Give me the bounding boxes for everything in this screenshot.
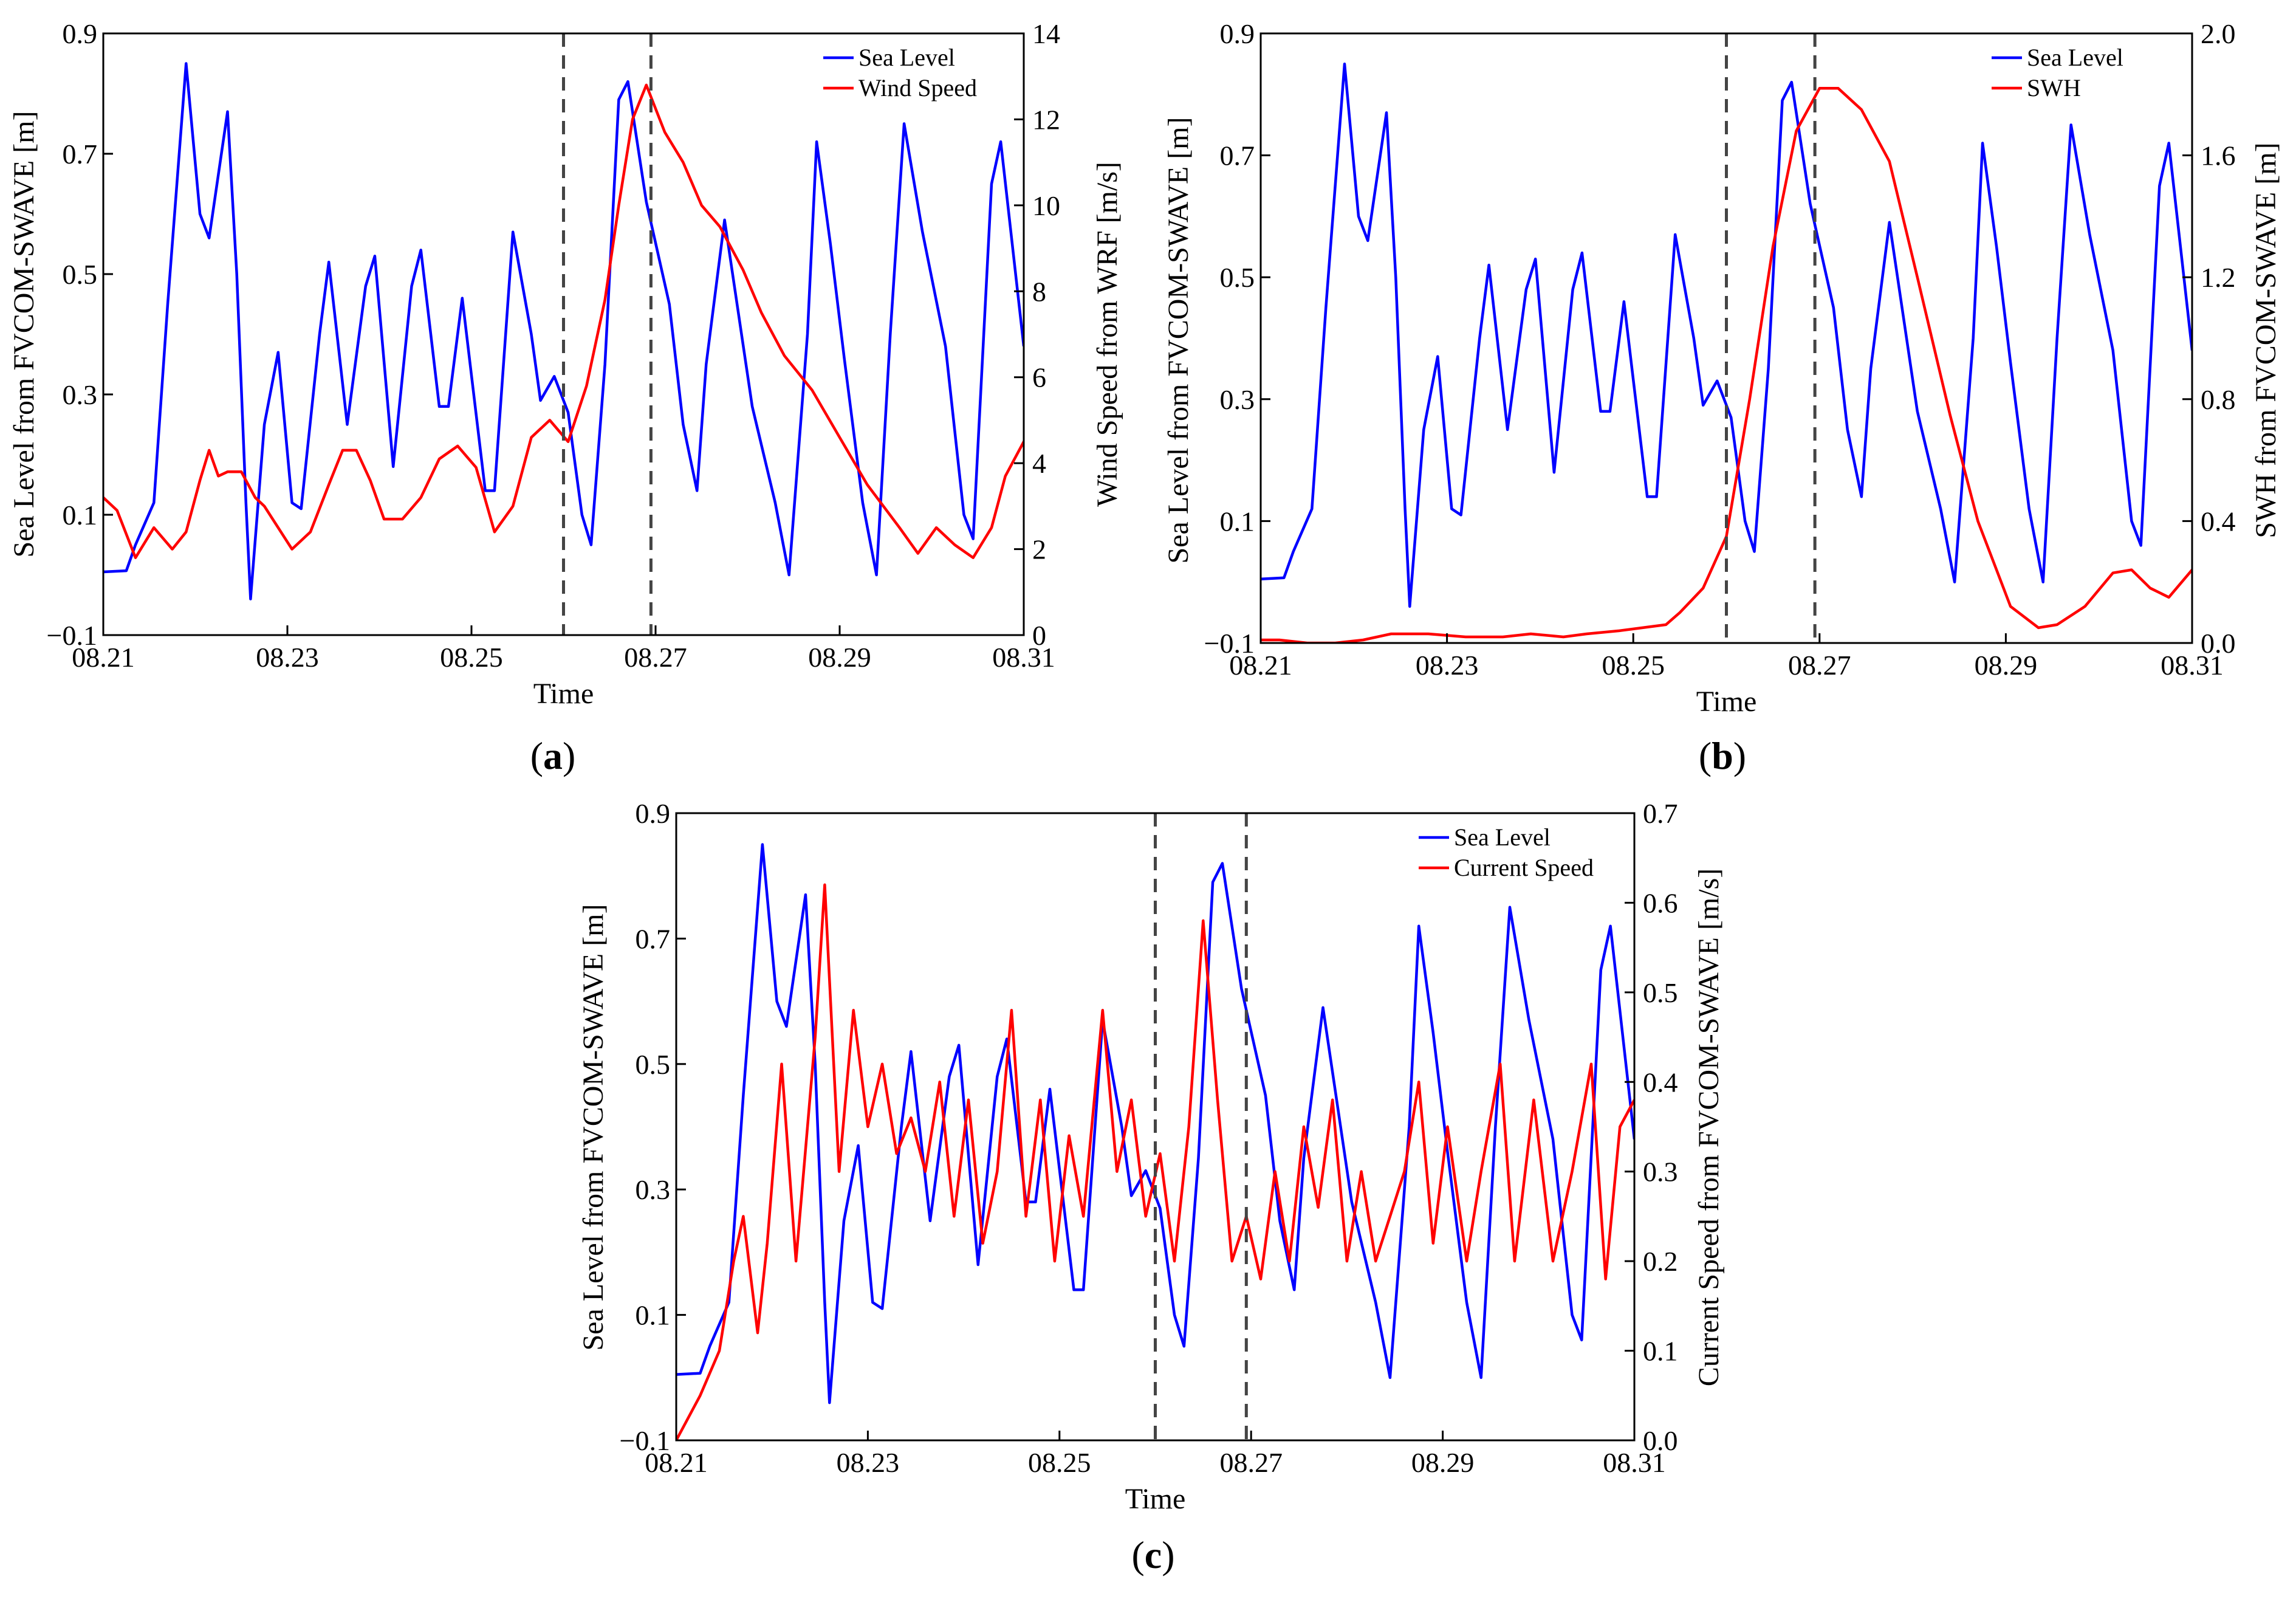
legend-label: Wind Speed: [858, 74, 977, 101]
y2-tick-label: 1.2: [2201, 262, 2236, 293]
y-tick-label: 0.3: [63, 379, 98, 410]
x-tick-label: 08.29: [1975, 650, 2038, 681]
series-line-sea-level: [103, 62, 1024, 600]
y2-tick-label: 0.6: [1643, 887, 1678, 918]
y2-tick-label: 2: [1032, 534, 1046, 565]
y-tick-label: 0.1: [1220, 506, 1255, 537]
y-tick-label: −0.1: [620, 1425, 670, 1456]
chart-panel-a: 08.21 08.23 08.25 08.27 08.29 08.31 0.9 0.7 0.5 0…: [8, 18, 1123, 777]
x-tick-label: 08.21: [645, 1447, 708, 1478]
y2-tick-label: 0.0: [2201, 628, 2236, 659]
x-tick-label: 08.29: [808, 642, 871, 673]
legend-label: Current Speed: [1454, 854, 1594, 881]
legend-label: SWH: [2027, 74, 2081, 101]
y-tick-label: 0.5: [63, 259, 98, 290]
y2-axis-label: Current Speed from FVCOM-SWAVE [m/s]: [1693, 868, 1725, 1386]
chart-panel-b: 08.21 08.23 08.25 08.27 08.29 08.31 0.9 0.7 0.5 0…: [1162, 18, 2282, 777]
series-line-sea-level: [1261, 62, 2192, 608]
x-tick-label: 08.27: [1219, 1447, 1283, 1478]
y2-tick-label: 0.8: [2201, 384, 2236, 415]
x-tick-label: 08.29: [1411, 1447, 1475, 1478]
plot-frame: [675, 812, 1636, 1442]
x-tick-label: 08.21: [1229, 650, 1292, 681]
y2-tick-label: 6: [1032, 362, 1046, 393]
x-axis-label: Time: [533, 678, 594, 710]
plot-frame: [102, 32, 1025, 636]
plot-frame: [1259, 32, 2193, 644]
y-tick-label: 0.7: [636, 923, 671, 954]
legend: Sea Level Wind Speed: [823, 44, 977, 101]
panel-label: (a): [530, 734, 576, 777]
chart-panel-c: 08.21 08.23 08.25 08.27 08.29 08.31 0.9 0.7 0.5 0…: [577, 798, 1725, 1576]
x-tick-label: 08.23: [256, 642, 319, 673]
legend: Sea Level SWH: [1992, 44, 2123, 101]
y-tick-label: −0.1: [47, 620, 97, 651]
y2-tick-label: 0: [1032, 620, 1046, 651]
y2-tick-label: 0.3: [1643, 1157, 1678, 1188]
x-tick-label: 08.23: [837, 1447, 900, 1478]
y-tick-label: 0.1: [63, 500, 98, 531]
panel-label: (b): [1699, 734, 1746, 777]
y2-tick-label: 0.4: [2201, 506, 2236, 537]
y-axis-label: Sea Level from FVCOM-SWAVE [m]: [1162, 117, 1194, 563]
x-tick-label: 08.25: [440, 642, 503, 673]
y2-tick-label: 8: [1032, 276, 1046, 307]
y-axis-label: Sea Level from FVCOM-SWAVE [m]: [577, 904, 609, 1350]
y2-tick-label: 0.2: [1643, 1246, 1678, 1277]
legend-label: Sea Level: [1454, 823, 1551, 851]
y2-axis-label: Wind Speed from WRF [m/s]: [1091, 162, 1123, 507]
y2-tick-label: 2.0: [2201, 18, 2236, 49]
x-tick-label: 08.31: [992, 642, 1055, 673]
legend: Sea Level Current Speed: [1419, 823, 1594, 881]
y2-tick-label: 1.6: [2201, 140, 2236, 171]
x-axis-label: Time: [1696, 686, 1757, 718]
series-line-current-speed: [676, 883, 1634, 1440]
legend-label: Sea Level: [2027, 44, 2123, 71]
panel-label: (c): [1131, 1533, 1174, 1576]
y2-tick-label: 0.1: [1643, 1336, 1678, 1367]
y2-tick-label: 12: [1032, 104, 1060, 135]
x-tick-label: 08.31: [2161, 650, 2224, 681]
y-tick-label: 0.9: [636, 798, 671, 829]
y-tick-label: 0.9: [1220, 18, 1255, 49]
series-line-swh: [1261, 87, 2192, 643]
y2-axis-label: SWH from FVCOM-SWAVE [m]: [2250, 142, 2282, 538]
y-tick-label: 0.7: [1220, 140, 1255, 171]
y2-tick-label: 0.5: [1643, 977, 1678, 1008]
series-line-wind-speed: [103, 83, 1024, 559]
y2-tick-label: 14: [1032, 18, 1060, 49]
x-tick-label: 08.23: [1416, 650, 1479, 681]
y2-tick-label: 0.4: [1643, 1067, 1678, 1098]
y-tick-label: 0.3: [636, 1174, 671, 1205]
y-tick-label: 0.1: [636, 1300, 671, 1331]
y2-tick-label: 10: [1032, 190, 1060, 221]
series-line-sea-level: [676, 843, 1634, 1404]
y-tick-label: 0.3: [1220, 384, 1255, 415]
y-tick-label: 0.7: [63, 139, 98, 170]
legend-label: Sea Level: [858, 44, 955, 71]
x-axis-label: Time: [1125, 1483, 1186, 1515]
x-tick-label: 08.25: [1028, 1447, 1091, 1478]
y-tick-label: −0.1: [1204, 628, 1255, 659]
y-axis-label: Sea Level from FVCOM-SWAVE [m]: [8, 111, 40, 557]
y2-tick-label: 0.7: [1643, 798, 1678, 829]
x-tick-label: 08.21: [72, 642, 135, 673]
y2-tick-label: 0.0: [1643, 1425, 1678, 1456]
y-tick-label: 0.5: [636, 1049, 671, 1080]
y-tick-label: 0.5: [1220, 262, 1255, 293]
y2-tick-label: 4: [1032, 448, 1046, 479]
x-tick-label: 08.25: [1602, 650, 1665, 681]
x-tick-label: 08.31: [1603, 1447, 1666, 1478]
x-tick-label: 08.27: [624, 642, 687, 673]
y-tick-label: 0.9: [63, 18, 98, 49]
x-tick-label: 08.27: [1788, 650, 1851, 681]
